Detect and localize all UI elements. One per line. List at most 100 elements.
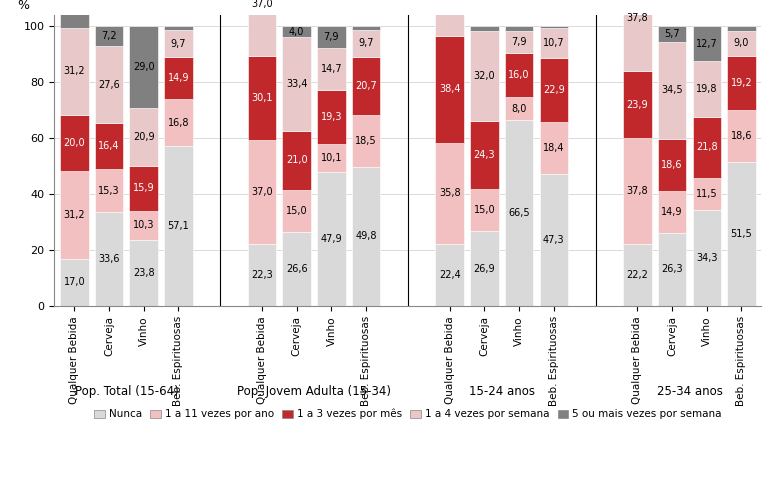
Bar — [248, 0, 277, 56]
Text: 18,5: 18,5 — [355, 136, 377, 146]
Text: 19,3: 19,3 — [321, 112, 342, 122]
Bar — [95, 212, 124, 306]
Text: 66,5: 66,5 — [508, 208, 530, 218]
Text: 57,1: 57,1 — [168, 221, 190, 231]
Text: 33,4: 33,4 — [286, 79, 308, 89]
Bar — [623, 0, 652, 71]
Y-axis label: % : % — [18, 0, 34, 12]
Bar — [95, 169, 124, 212]
Text: 22,2: 22,2 — [626, 270, 648, 280]
Text: 14,9: 14,9 — [661, 206, 683, 217]
Text: 14,7: 14,7 — [321, 64, 342, 74]
Bar — [470, 121, 499, 189]
Bar — [658, 26, 686, 42]
Text: 35,8: 35,8 — [439, 188, 461, 198]
Bar — [727, 162, 756, 306]
Text: 23,8: 23,8 — [133, 268, 155, 278]
Text: 18,6: 18,6 — [730, 131, 752, 141]
Bar — [248, 140, 277, 244]
Bar — [164, 99, 193, 146]
Bar — [352, 57, 381, 115]
Text: 24,3: 24,3 — [474, 150, 495, 160]
Text: 10,7: 10,7 — [543, 38, 565, 48]
Text: 15-24 anos: 15-24 anos — [469, 385, 535, 398]
Bar — [692, 210, 721, 306]
Bar — [95, 26, 124, 46]
Text: 16,4: 16,4 — [99, 141, 120, 151]
Bar — [692, 26, 721, 61]
Bar — [283, 232, 311, 306]
Text: 7,2: 7,2 — [101, 31, 117, 41]
Bar — [692, 117, 721, 178]
Bar — [727, 110, 756, 162]
Bar — [692, 178, 721, 210]
Bar — [95, 46, 124, 124]
Text: 20,9: 20,9 — [133, 132, 155, 142]
Text: Pop. Total (15-64): Pop. Total (15-64) — [75, 385, 178, 398]
Bar — [283, 26, 311, 37]
Text: 7,9: 7,9 — [511, 37, 527, 46]
Bar — [505, 97, 533, 120]
Bar — [130, 211, 158, 240]
Bar — [352, 166, 381, 306]
Bar — [435, 244, 464, 306]
Text: 5,7: 5,7 — [664, 29, 680, 39]
Text: 32,0: 32,0 — [474, 71, 495, 81]
Bar — [352, 115, 381, 166]
Bar — [352, 30, 381, 57]
Bar — [164, 146, 193, 306]
Text: 10,1: 10,1 — [321, 153, 342, 163]
Bar — [505, 26, 533, 31]
Text: 20,0: 20,0 — [64, 138, 85, 148]
Text: Pop. Jovem Adulta (15-34): Pop. Jovem Adulta (15-34) — [237, 385, 391, 398]
Bar — [658, 42, 686, 139]
Text: 51,5: 51,5 — [730, 229, 752, 239]
Text: 34,5: 34,5 — [661, 85, 683, 95]
Text: 47,3: 47,3 — [543, 235, 565, 245]
Text: 37,0: 37,0 — [251, 0, 273, 9]
Bar — [317, 144, 346, 172]
Bar — [623, 244, 652, 306]
Text: 22,4: 22,4 — [439, 270, 461, 280]
Text: 26,3: 26,3 — [661, 264, 683, 275]
Text: 23,9: 23,9 — [626, 100, 648, 110]
Bar — [435, 36, 464, 143]
Bar — [539, 58, 568, 122]
Text: 15,3: 15,3 — [98, 186, 120, 196]
Text: 34,3: 34,3 — [696, 253, 717, 263]
Bar — [539, 122, 568, 174]
Text: 15,9: 15,9 — [133, 183, 155, 194]
Bar — [692, 61, 721, 117]
Text: 4,0: 4,0 — [289, 27, 305, 37]
Bar — [164, 30, 193, 57]
Text: 29,0: 29,0 — [133, 62, 155, 72]
Text: 33,6: 33,6 — [99, 254, 120, 264]
Text: 16,8: 16,8 — [168, 118, 189, 128]
Text: 7,9: 7,9 — [324, 33, 340, 42]
Bar — [317, 89, 346, 144]
Bar — [505, 120, 533, 306]
Bar — [435, 143, 464, 244]
Text: 18,4: 18,4 — [543, 143, 565, 153]
Text: 31,2: 31,2 — [64, 210, 85, 220]
Text: 18,6: 18,6 — [661, 160, 683, 170]
Text: 26,9: 26,9 — [474, 264, 495, 274]
Text: 37,8: 37,8 — [626, 13, 648, 23]
Bar — [248, 244, 277, 306]
Text: 16,0: 16,0 — [508, 70, 530, 80]
Text: 21,8: 21,8 — [696, 142, 718, 152]
Text: 19,8: 19,8 — [696, 84, 717, 94]
Bar — [283, 37, 311, 131]
Text: 14,9: 14,9 — [168, 73, 189, 83]
Bar — [727, 56, 756, 110]
Bar — [60, 28, 89, 115]
Bar — [352, 26, 381, 30]
Bar — [470, 189, 499, 231]
Bar — [470, 26, 499, 31]
Text: 10,3: 10,3 — [133, 220, 155, 230]
Text: 38,4: 38,4 — [439, 84, 461, 94]
Bar — [470, 31, 499, 121]
Text: 30,1: 30,1 — [251, 93, 273, 103]
Bar — [505, 53, 533, 97]
Bar — [539, 174, 568, 306]
